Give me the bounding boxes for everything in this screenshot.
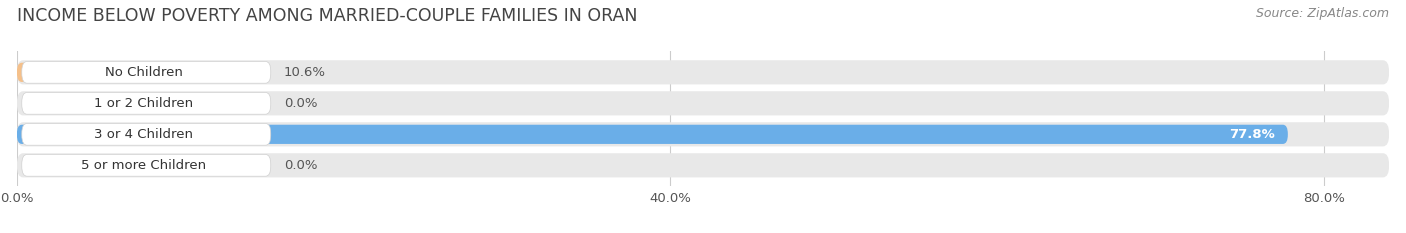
FancyBboxPatch shape	[21, 62, 271, 83]
Text: 5 or more Children: 5 or more Children	[82, 159, 207, 172]
FancyBboxPatch shape	[17, 91, 1389, 115]
Text: 77.8%: 77.8%	[1229, 128, 1275, 141]
FancyBboxPatch shape	[17, 63, 190, 82]
FancyBboxPatch shape	[17, 60, 1389, 84]
FancyBboxPatch shape	[17, 153, 1389, 177]
Text: Source: ZipAtlas.com: Source: ZipAtlas.com	[1256, 7, 1389, 20]
FancyBboxPatch shape	[21, 154, 271, 176]
Text: 1 or 2 Children: 1 or 2 Children	[94, 97, 194, 110]
FancyBboxPatch shape	[21, 93, 271, 114]
FancyBboxPatch shape	[21, 123, 271, 145]
Text: INCOME BELOW POVERTY AMONG MARRIED-COUPLE FAMILIES IN ORAN: INCOME BELOW POVERTY AMONG MARRIED-COUPL…	[17, 7, 637, 25]
Text: 3 or 4 Children: 3 or 4 Children	[94, 128, 193, 141]
FancyBboxPatch shape	[17, 125, 1288, 144]
Text: 0.0%: 0.0%	[284, 159, 318, 172]
FancyBboxPatch shape	[17, 122, 1389, 146]
Text: 10.6%: 10.6%	[284, 66, 326, 79]
Text: 0.0%: 0.0%	[284, 97, 318, 110]
Text: No Children: No Children	[105, 66, 183, 79]
